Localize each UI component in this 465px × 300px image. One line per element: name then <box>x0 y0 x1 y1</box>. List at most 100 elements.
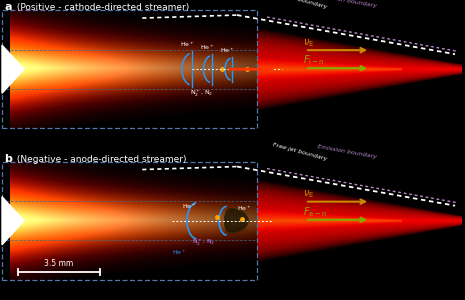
Polygon shape <box>257 51 462 87</box>
Polygon shape <box>257 218 462 224</box>
Polygon shape <box>257 203 462 238</box>
Polygon shape <box>257 184 462 258</box>
Polygon shape <box>257 210 402 232</box>
Polygon shape <box>257 68 402 70</box>
Polygon shape <box>257 69 402 70</box>
Polygon shape <box>257 206 462 236</box>
Polygon shape <box>257 64 402 74</box>
Polygon shape <box>257 220 402 221</box>
Polygon shape <box>257 31 462 107</box>
Polygon shape <box>257 40 462 99</box>
Polygon shape <box>2 45 24 93</box>
Polygon shape <box>257 38 462 101</box>
Polygon shape <box>257 210 462 231</box>
Text: $F_\mathrm{i-n}$: $F_\mathrm{i-n}$ <box>303 53 325 67</box>
Polygon shape <box>257 65 402 74</box>
Polygon shape <box>257 181 462 261</box>
Polygon shape <box>257 64 462 74</box>
Text: He$^+$: He$^+$ <box>180 40 195 49</box>
Polygon shape <box>257 66 402 73</box>
Polygon shape <box>257 217 402 225</box>
Text: Free jet boundary: Free jet boundary <box>272 142 328 161</box>
Polygon shape <box>257 59 402 80</box>
Bar <box>2 10 257 128</box>
Polygon shape <box>257 41 462 98</box>
Text: $\nu_\mathrm{E}$: $\nu_\mathrm{E}$ <box>303 37 314 49</box>
Polygon shape <box>257 187 462 254</box>
Polygon shape <box>257 60 402 78</box>
Polygon shape <box>257 214 402 227</box>
Polygon shape <box>257 34 462 104</box>
Polygon shape <box>225 209 248 233</box>
Polygon shape <box>257 192 462 249</box>
Text: $F_\mathrm{e-n}$: $F_\mathrm{e-n}$ <box>303 205 327 218</box>
Polygon shape <box>257 66 402 72</box>
Polygon shape <box>257 211 402 231</box>
Text: He$^+$: He$^+$ <box>220 46 235 55</box>
Polygon shape <box>257 28 462 110</box>
Polygon shape <box>257 63 402 76</box>
Polygon shape <box>257 190 462 251</box>
Polygon shape <box>257 211 402 230</box>
Polygon shape <box>257 212 402 230</box>
Polygon shape <box>257 61 462 78</box>
Polygon shape <box>257 63 462 76</box>
Polygon shape <box>257 53 462 85</box>
Polygon shape <box>257 216 402 226</box>
Polygon shape <box>257 62 462 76</box>
Polygon shape <box>257 217 402 224</box>
Polygon shape <box>257 208 462 233</box>
Polygon shape <box>257 67 462 71</box>
Polygon shape <box>257 67 402 72</box>
Text: (Positive - cathode-directed streamer): (Positive - cathode-directed streamer) <box>14 3 189 12</box>
Polygon shape <box>257 47 462 92</box>
Polygon shape <box>257 43 462 96</box>
Polygon shape <box>257 220 402 222</box>
Polygon shape <box>257 55 462 84</box>
Polygon shape <box>257 50 462 88</box>
Polygon shape <box>257 30 462 108</box>
Polygon shape <box>2 197 24 245</box>
Polygon shape <box>257 39 462 100</box>
Polygon shape <box>257 191 462 250</box>
Polygon shape <box>257 59 462 80</box>
Polygon shape <box>257 200 462 242</box>
Polygon shape <box>257 219 462 223</box>
Polygon shape <box>257 58 402 81</box>
Polygon shape <box>257 60 402 79</box>
Polygon shape <box>257 185 462 256</box>
Polygon shape <box>257 29 462 109</box>
Polygon shape <box>257 212 402 229</box>
Polygon shape <box>257 183 462 259</box>
Text: Emission boundary: Emission boundary <box>317 0 377 8</box>
Polygon shape <box>257 218 402 224</box>
Polygon shape <box>257 186 462 256</box>
Polygon shape <box>257 48 462 90</box>
Text: He$^+$: He$^+$ <box>182 202 197 211</box>
Polygon shape <box>257 35 462 103</box>
Polygon shape <box>257 196 462 245</box>
Polygon shape <box>257 52 462 86</box>
Text: He$^+$: He$^+$ <box>237 204 252 213</box>
Polygon shape <box>257 198 462 244</box>
Polygon shape <box>257 201 462 241</box>
Polygon shape <box>257 188 462 254</box>
Polygon shape <box>257 62 402 76</box>
Polygon shape <box>257 215 402 227</box>
Polygon shape <box>257 68 462 70</box>
Polygon shape <box>257 64 402 75</box>
Text: (Negative - anode-directed streamer): (Negative - anode-directed streamer) <box>14 154 186 164</box>
Polygon shape <box>257 193 462 248</box>
Polygon shape <box>257 37 462 102</box>
Polygon shape <box>257 60 462 79</box>
Polygon shape <box>257 214 462 227</box>
Polygon shape <box>257 215 462 226</box>
Text: He$^+$: He$^+$ <box>200 43 215 52</box>
Polygon shape <box>257 32 462 106</box>
Text: N$_2^+$, N$_2$: N$_2^+$, N$_2$ <box>192 238 215 248</box>
Text: Emission boundary: Emission boundary <box>317 144 377 160</box>
Polygon shape <box>257 207 462 234</box>
Polygon shape <box>257 219 402 223</box>
Polygon shape <box>257 194 462 247</box>
Polygon shape <box>257 33 462 105</box>
